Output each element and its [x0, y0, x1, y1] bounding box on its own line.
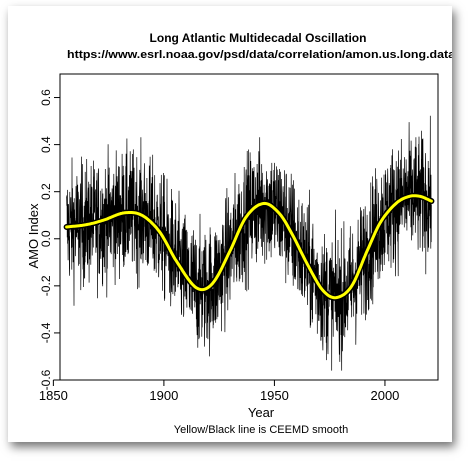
- y-tick-label: 0.6: [39, 89, 53, 106]
- x-tick-label: 1950: [260, 388, 289, 403]
- y-tick-label: -0.4: [39, 322, 53, 343]
- series-monthly-amo: [66, 115, 432, 371]
- series-ceemd-smooth: [63, 192, 435, 301]
- chart-card: Long Atlantic Multidecadal Oscillation h…: [8, 6, 452, 442]
- y-tick-label: -0.6: [39, 369, 53, 390]
- x-axis-label: Year: [248, 405, 275, 420]
- smooth-line: [65, 194, 433, 300]
- y-tick-label: 0.0: [39, 230, 53, 247]
- y-tick-label: -0.2: [39, 275, 53, 296]
- chart-caption: Yellow/Black line is CEEMD smooth: [174, 424, 348, 436]
- chart-title: Long Atlantic Multidecadal Oscillation: [150, 31, 367, 45]
- y-tick-label: 0.2: [39, 183, 53, 200]
- amo-chart: Long Atlantic Multidecadal Oscillation h…: [26, 31, 452, 436]
- chart-subtitle: https://www.esrl.noaa.gov/psd/data/corre…: [67, 49, 452, 61]
- x-axis: 1850 1900 1950 2000: [39, 379, 399, 403]
- monthly-amo-line: [66, 115, 432, 371]
- x-tick-label: 2000: [370, 388, 399, 403]
- y-axis-label: AMO Index: [26, 203, 41, 269]
- x-tick-label: 1900: [149, 388, 178, 403]
- y-tick-label: 0.4: [39, 136, 53, 153]
- y-axis: 0.6 0.4 0.2 0.0 -0.2 -0.4 -0.6: [39, 89, 61, 390]
- x-tick-label: 1850: [39, 388, 68, 403]
